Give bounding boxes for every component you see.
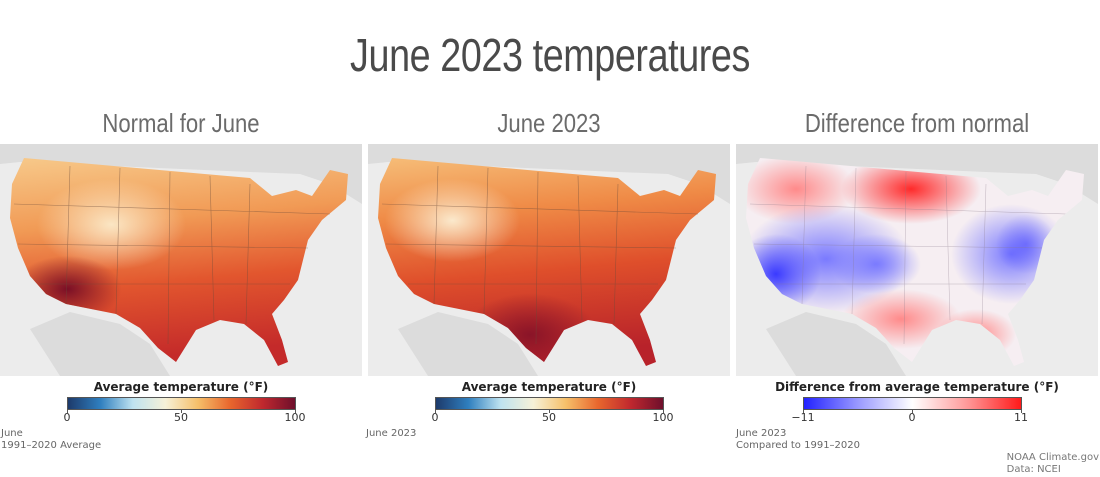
tick-min: 0 — [63, 411, 71, 424]
tick-min: −11 — [791, 411, 815, 424]
legend-title: Average temperature (°F) — [461, 380, 637, 394]
tick-max: 100 — [284, 411, 306, 424]
tick-min: 0 — [431, 411, 439, 424]
credit-data: Data: NCEI — [1006, 464, 1061, 475]
panel-note: June 2023 Compared to 1991–2020 — [736, 428, 860, 452]
tick-mid: 50 — [174, 411, 188, 424]
legend-title: Difference from average temperature (°F) — [775, 380, 1059, 394]
map-difference — [736, 144, 1098, 376]
panel-june-2023: June 2023 — [366, 0, 730, 477]
tick-mid: 50 — [542, 411, 556, 424]
credit-source: NOAA Climate.gov — [1006, 452, 1099, 463]
tick-max: 11 — [1014, 411, 1028, 424]
panel-title: Difference from normal — [804, 108, 1030, 138]
credit: NOAA Climate.gov Data: NCEI — [1007, 452, 1099, 476]
map-june-2023 — [368, 144, 730, 376]
panel-note: June 2023 — [366, 428, 416, 440]
panel-difference: Difference from normal — [736, 0, 1098, 477]
panel-note: June 1991–2020 Average — [1, 428, 101, 452]
main-title: June 2023 temperatures — [350, 29, 750, 81]
note-line-2: Compared to 1991–2020 — [736, 440, 861, 451]
mexico-land — [30, 312, 170, 376]
panel-normal: Normal for June — [0, 0, 362, 477]
panel-title: Normal for June — [102, 108, 260, 138]
map-normal-june — [0, 144, 362, 376]
panel-title: June 2023 — [497, 108, 601, 138]
state-borders — [13, 165, 331, 345]
note-line-1: June — [1, 428, 23, 439]
legend-title: Average temperature (°F) — [93, 380, 269, 394]
tick-max: 100 — [652, 411, 674, 424]
note-line-1: June 2023 — [366, 428, 417, 439]
canada-land — [0, 144, 362, 204]
note-line-2: 1991–2020 Average — [1, 440, 102, 451]
tick-mid: 0 — [908, 411, 916, 424]
note-line-1: June 2023 — [736, 428, 787, 439]
